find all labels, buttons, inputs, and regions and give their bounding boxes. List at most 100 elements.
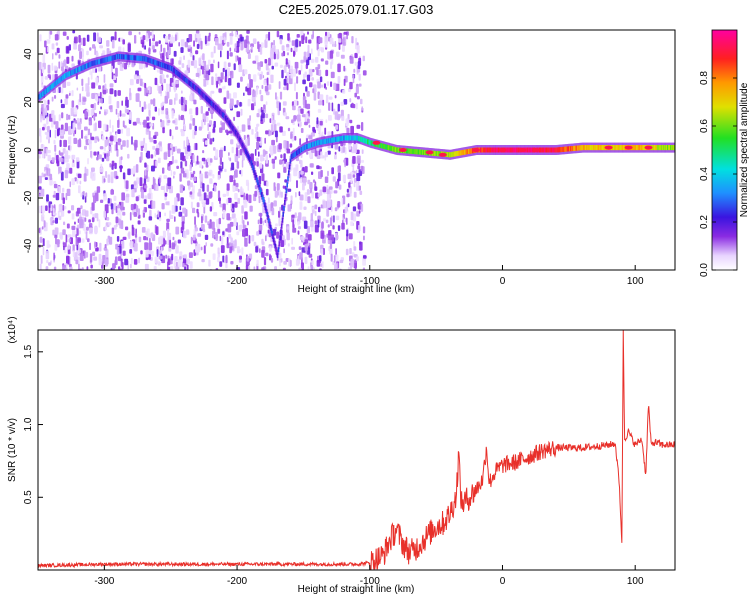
noise-cell	[354, 92, 357, 98]
noise-cell	[83, 173, 87, 182]
noise-cell	[127, 61, 130, 68]
noise-cell	[121, 100, 123, 106]
noise-cell	[265, 101, 268, 106]
noise-cell	[243, 199, 248, 208]
noise-cell	[61, 112, 64, 119]
noise-cell	[357, 61, 361, 70]
ridge-core	[283, 205, 285, 211]
noise-cell	[240, 169, 243, 177]
noise-cell	[140, 189, 144, 199]
noise-cell	[140, 36, 143, 40]
noise-cell	[294, 212, 297, 219]
noise-cell	[229, 35, 233, 45]
noise-cell	[84, 195, 87, 203]
noise-cell	[229, 157, 232, 162]
noise-cell	[279, 252, 282, 260]
noise-cell	[133, 212, 137, 217]
noise-cell	[131, 136, 133, 145]
noise-cell	[133, 203, 137, 210]
noise-cell	[38, 193, 41, 197]
noise-cell	[201, 224, 205, 230]
noise-cell	[361, 149, 364, 154]
noise-cell	[304, 71, 307, 78]
noise-cell	[61, 87, 64, 94]
noise-cell	[256, 113, 260, 118]
noise-cell	[271, 65, 274, 70]
noise-cell	[80, 205, 83, 210]
noise-cell	[286, 226, 290, 230]
noise-cell	[308, 253, 313, 258]
noise-cell	[301, 236, 305, 241]
noise-cell	[296, 114, 301, 122]
noise-cell	[223, 61, 227, 70]
noise-cell	[51, 62, 54, 71]
noise-cell	[355, 102, 358, 110]
ridge-core	[408, 148, 410, 154]
noise-cell	[283, 153, 286, 160]
noise-cell	[129, 249, 133, 254]
noise-cell	[252, 60, 256, 64]
noise-cell	[87, 77, 90, 86]
noise-cell	[347, 203, 350, 208]
noise-cell	[207, 122, 209, 131]
noise-cell	[322, 218, 327, 222]
noise-cell	[66, 36, 69, 40]
noise-cell	[123, 62, 127, 70]
ridge-peak	[438, 152, 447, 157]
noise-cell	[115, 216, 119, 224]
noise-cell	[320, 248, 324, 255]
noise-cell	[81, 129, 84, 139]
noise-cell	[297, 221, 300, 226]
noise-cell	[196, 33, 201, 39]
ridge-core	[507, 147, 510, 153]
noise-cell	[272, 145, 277, 154]
noise-cell	[170, 144, 173, 149]
x-tick-label: -100	[360, 576, 380, 587]
ridge-core	[271, 230, 273, 236]
noise-cell	[178, 211, 183, 217]
noise-cell	[202, 183, 205, 192]
ridge-core	[288, 164, 291, 170]
noise-cell	[107, 198, 110, 204]
noise-cell	[230, 70, 234, 79]
noise-cell	[306, 59, 310, 66]
noise-cell	[128, 31, 132, 36]
noise-cell	[103, 123, 107, 131]
noise-cell	[215, 268, 219, 270]
noise-cell	[93, 115, 95, 119]
noise-cell	[352, 206, 357, 212]
noise-cell	[215, 37, 219, 46]
noise-cell	[148, 85, 151, 94]
noise-cell	[156, 83, 159, 91]
noise-cell	[212, 174, 215, 179]
noise-cell	[204, 116, 206, 126]
noise-cell	[131, 224, 134, 229]
noise-cell	[325, 219, 329, 224]
noise-cell	[172, 120, 176, 124]
noise-cell	[282, 160, 285, 168]
noise-cell	[76, 178, 79, 184]
noise-cell	[201, 259, 205, 263]
noise-cell	[162, 52, 164, 58]
noise-cell	[246, 30, 250, 34]
noise-cell	[278, 217, 281, 227]
noise-cell	[335, 215, 340, 221]
noise-cell	[295, 39, 299, 48]
noise-cell	[228, 233, 232, 239]
noise-cell	[203, 78, 207, 87]
noise-cell	[112, 125, 114, 133]
noise-cell	[170, 169, 173, 176]
noise-cell	[329, 191, 332, 199]
noise-cell	[86, 34, 90, 42]
noise-cell	[70, 107, 74, 116]
ridge-core	[274, 243, 277, 249]
noise-cell	[66, 255, 70, 265]
noise-cell	[60, 99, 63, 104]
noise-cell	[219, 157, 222, 165]
noise-cell	[274, 156, 277, 160]
ridge-core	[289, 158, 292, 164]
noise-cell	[148, 204, 152, 209]
ridge-core	[526, 147, 528, 153]
noise-cell	[44, 123, 46, 128]
noise-cell	[352, 174, 356, 178]
